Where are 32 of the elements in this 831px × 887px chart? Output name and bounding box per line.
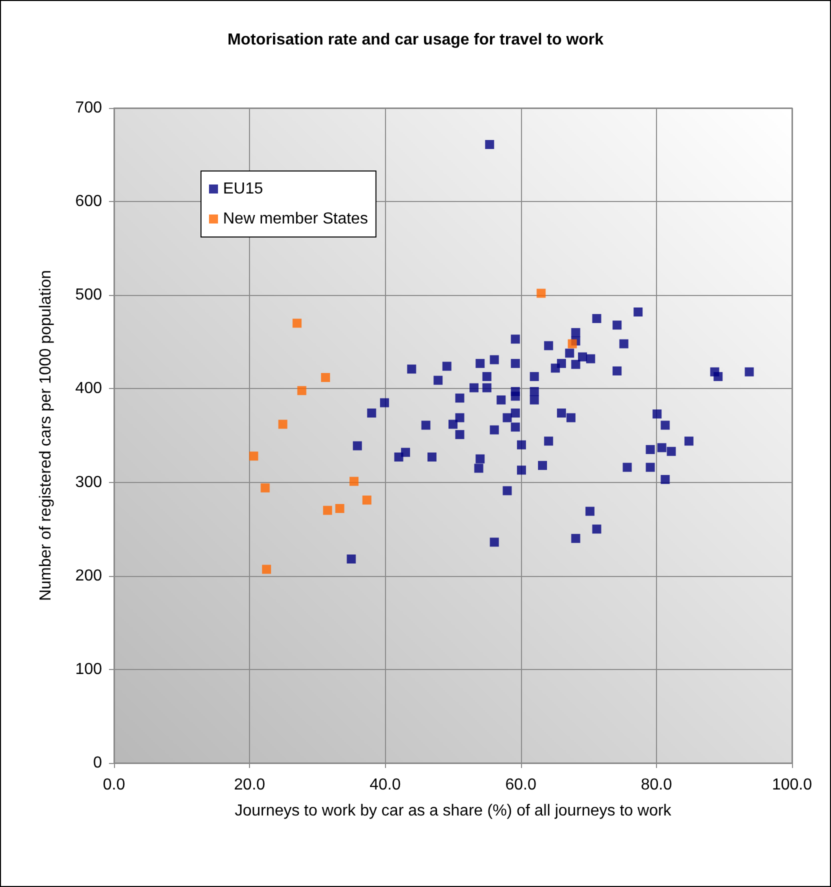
point: [350, 476, 359, 486]
y-tick-label: 300: [75, 474, 102, 491]
x-tick-label: 60.0: [505, 776, 536, 794]
y-tick-label: 100: [75, 660, 102, 678]
chart-title: Motorisation rate and car usage for travel to work: [227, 32, 604, 48]
point: [568, 339, 577, 348]
y-tick-label: 700: [75, 100, 102, 116]
y-tick-label: 0: [93, 754, 102, 772]
point: [335, 504, 344, 513]
y-tick-label: 500: [75, 286, 102, 304]
point: [249, 452, 258, 461]
x-axis-title: Journeys to work by car as a share (%) of all journeys to work: [234, 802, 672, 820]
point: [297, 386, 306, 396]
point: [323, 506, 332, 515]
point: [536, 288, 546, 298]
point: [292, 318, 302, 328]
x-tick-label: 80.0: [640, 776, 672, 794]
legend-label: New member States: [223, 210, 368, 228]
point: [321, 372, 330, 382]
y-tick-label: 600: [75, 193, 102, 210]
point: [262, 564, 272, 574]
legend-label: EU15: [223, 180, 264, 198]
x-tick-label: 40.0: [370, 776, 401, 794]
point: [278, 420, 288, 429]
point: [362, 496, 372, 505]
point: [260, 483, 270, 492]
x-tick-label: 20.0: [234, 776, 266, 794]
x-tick-label: 0.0: [102, 776, 126, 794]
y-tick-label: 400: [75, 380, 102, 398]
x-tick-label: 100.0: [772, 776, 812, 794]
y-axis-title: Number of registered cars per 1000 population: [38, 270, 54, 601]
y-tick-label: 200: [75, 567, 102, 584]
